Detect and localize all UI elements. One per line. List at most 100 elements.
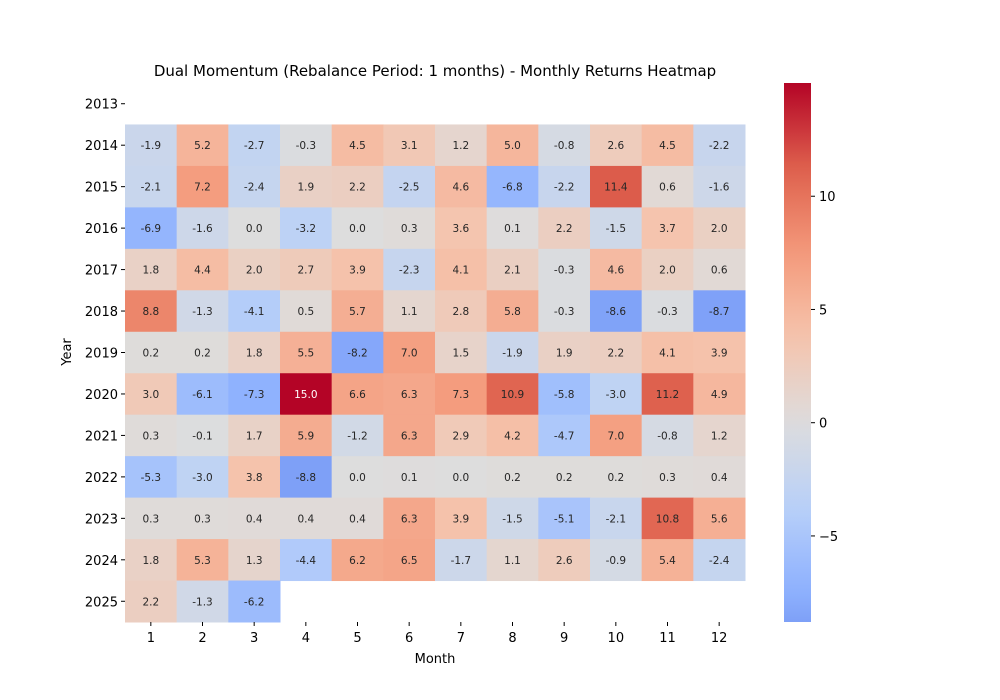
cell-value-label: -3.2: [296, 223, 317, 235]
cell-value-label: 2.6: [607, 140, 624, 152]
heatmap-cell: [590, 373, 643, 416]
y-axis: 2013 2014 2015 2016 2017 2018 2019 2020 2021 2022…: [85, 98, 125, 610]
cell-value-label: 0.3: [194, 513, 211, 525]
cell-value-label: -1.6: [709, 182, 730, 194]
heatmap-cell: [693, 497, 746, 540]
cell-value-label: -2.1: [606, 513, 627, 525]
heatmap-cell: [125, 539, 178, 582]
cell-value-label: 6.3: [401, 513, 418, 525]
heatmap-cell: [280, 207, 333, 250]
cell-value-label: 2.0: [711, 223, 728, 235]
colorbar-tick-label: 10: [819, 190, 836, 205]
cell-value-label: 0.4: [246, 513, 263, 525]
cell-value-label: 5.7: [349, 306, 366, 318]
heatmap-cell: [383, 456, 436, 499]
cell-value-label: 0.6: [711, 265, 728, 277]
cell-value-label: 0.0: [452, 472, 469, 484]
y-tick-label: 2013: [85, 98, 118, 113]
cell-value-label: 11.2: [656, 389, 679, 401]
cell-value-label: 0.4: [297, 513, 314, 525]
heatmap-cell: [486, 290, 539, 333]
heatmap-cell: [331, 539, 384, 582]
heatmap-cell: [486, 539, 539, 582]
colorbar-gradient: [784, 83, 811, 622]
heatmap-cell: [641, 497, 694, 540]
cell-value-label: 2.0: [659, 265, 676, 277]
cell-value-label: 4.1: [452, 265, 469, 277]
cell-value-label: 2.6: [556, 555, 573, 567]
y-tick-label: 2015: [85, 181, 118, 196]
cell-value-label: 2.0: [246, 265, 263, 277]
x-tick-label: 8: [508, 631, 516, 646]
cell-value-label: 0.1: [401, 472, 418, 484]
heatmap-cell: [176, 290, 229, 333]
heatmap-cell: [693, 124, 746, 167]
cell-value-label: 3.9: [452, 513, 469, 525]
cell-value-label: 2.8: [452, 306, 469, 318]
cell-value-label: 6.5: [401, 555, 418, 567]
y-tick-label: 2024: [85, 554, 118, 569]
heatmap-cell: [176, 248, 229, 291]
cell-value-label: 6.3: [401, 430, 418, 442]
cell-value-label: -4.1: [244, 306, 265, 318]
cell-value-label: 0.4: [349, 513, 366, 525]
heatmap-cell: [590, 331, 643, 374]
cell-value-label: -2.7: [244, 140, 265, 152]
cell-value-label: 0.2: [142, 348, 159, 360]
heatmap-cell: [383, 165, 436, 208]
cell-value-label: -0.3: [554, 265, 575, 277]
heatmap-cell: [538, 165, 591, 208]
x-tick-label: 11: [659, 631, 676, 646]
cell-value-label: 4.9: [711, 389, 728, 401]
cell-value-label: 1.8: [246, 348, 263, 360]
heatmap-cells: -1.9 5.2 -2.7 -0.3 4.5 3.1 1.2 5.0 -0.8 2.6 4.5 -2.…: [125, 124, 746, 623]
cell-value-label: 6.3: [401, 389, 418, 401]
heatmap-cell: [228, 331, 281, 374]
cell-value-label: 0.2: [194, 348, 211, 360]
y-tick-label: 2020: [85, 388, 118, 403]
heatmap-cell: [331, 414, 384, 457]
cell-value-label: 4.4: [194, 265, 211, 277]
heatmap-cell: [590, 290, 643, 333]
cell-value-label: 3.6: [452, 223, 469, 235]
cell-value-label: 5.3: [194, 555, 211, 567]
heatmap-cell: [435, 124, 488, 167]
cell-value-label: 2.2: [556, 223, 573, 235]
cell-value-label: 0.0: [349, 223, 366, 235]
heatmap-cell: [331, 248, 384, 291]
heatmap-cell: [538, 207, 591, 250]
heatmap-cell: [538, 124, 591, 167]
cell-value-label: 2.2: [349, 182, 366, 194]
heatmap-cell: [176, 414, 229, 457]
heatmap-cell: [383, 497, 436, 540]
heatmap-cell: [280, 497, 333, 540]
heatmap-cell: [383, 248, 436, 291]
heatmap-cell: [228, 207, 281, 250]
cell-value-label: 3.9: [711, 348, 728, 360]
cell-value-label: -1.7: [451, 555, 472, 567]
heatmap-cell: [486, 373, 539, 416]
cell-value-label: 15.0: [294, 389, 317, 401]
heatmap-cell: [538, 414, 591, 457]
cell-value-label: -1.5: [606, 223, 627, 235]
heatmap-cell: [590, 497, 643, 540]
cell-value-label: 0.2: [556, 472, 573, 484]
cell-value-label: 5.4: [659, 555, 676, 567]
heatmap-cell: [176, 497, 229, 540]
cell-value-label: 1.9: [556, 348, 573, 360]
colorbar-tick-label: 5: [819, 303, 827, 318]
x-axis: 1 2 3 4 5 6 7 8 9 10 11 12: [147, 622, 727, 646]
colorbar-tick-label: 0: [819, 417, 827, 432]
heatmap-cell: [176, 331, 229, 374]
heatmap-cell: [383, 539, 436, 582]
heatmap-cell: [331, 165, 384, 208]
y-tick-label: 2014: [85, 139, 118, 154]
cell-value-label: 0.2: [607, 472, 624, 484]
heatmap-cell: [228, 456, 281, 499]
heatmap-cell: [538, 539, 591, 582]
cell-value-label: 1.2: [711, 430, 728, 442]
cell-value-label: -0.9: [606, 555, 627, 567]
heatmap-cell: [486, 497, 539, 540]
cell-value-label: 3.7: [659, 223, 676, 235]
heatmap-cell: [590, 207, 643, 250]
